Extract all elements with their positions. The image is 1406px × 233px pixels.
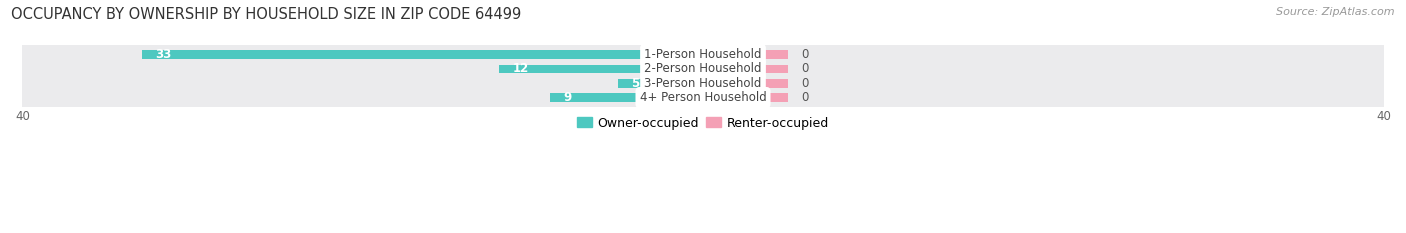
Text: 0: 0: [801, 91, 808, 104]
Bar: [703, 65, 789, 73]
Bar: [617, 79, 703, 88]
Text: 12: 12: [512, 62, 529, 75]
Bar: [142, 50, 703, 59]
FancyBboxPatch shape: [17, 40, 1389, 69]
Bar: [550, 93, 703, 102]
FancyBboxPatch shape: [17, 55, 1389, 83]
Legend: Owner-occupied, Renter-occupied: Owner-occupied, Renter-occupied: [572, 112, 834, 135]
Text: 2-Person Household: 2-Person Household: [644, 62, 762, 75]
Text: 9: 9: [564, 91, 572, 104]
Text: 5: 5: [631, 77, 640, 90]
Text: 4+ Person Household: 4+ Person Household: [640, 91, 766, 104]
Bar: [703, 93, 789, 102]
Text: 1-Person Household: 1-Person Household: [644, 48, 762, 61]
Bar: [703, 79, 789, 88]
Text: 0: 0: [801, 77, 808, 90]
Text: 3-Person Household: 3-Person Household: [644, 77, 762, 90]
Text: 33: 33: [155, 48, 172, 61]
Text: 0: 0: [801, 62, 808, 75]
Bar: [703, 50, 789, 59]
Text: OCCUPANCY BY OWNERSHIP BY HOUSEHOLD SIZE IN ZIP CODE 64499: OCCUPANCY BY OWNERSHIP BY HOUSEHOLD SIZE…: [11, 7, 522, 22]
FancyBboxPatch shape: [17, 83, 1389, 112]
FancyBboxPatch shape: [17, 69, 1389, 98]
Bar: [499, 65, 703, 73]
Text: Source: ZipAtlas.com: Source: ZipAtlas.com: [1277, 7, 1395, 17]
Text: 0: 0: [801, 48, 808, 61]
